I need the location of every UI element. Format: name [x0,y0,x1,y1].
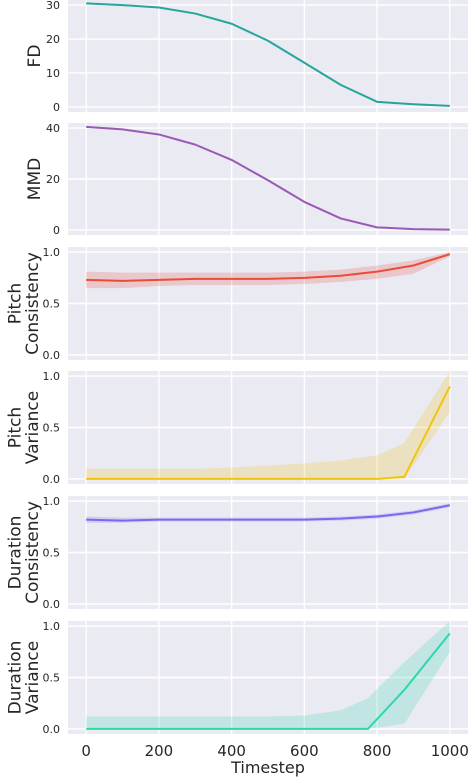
series-line [86,253,451,282]
y-axis-label: DurationVariance [5,641,43,715]
y-tick-label: 1.0 [43,620,61,633]
series-line [86,385,451,480]
y-tick-label: 0.5 [43,298,61,311]
y-axis-label-line: Consistency [23,252,43,355]
y-tick-label: 0 [53,101,60,114]
y-axis-label-line: Pitch [5,283,25,324]
y-tick-label: 0.0 [43,598,61,611]
y-axis-label: PitchVariance [5,391,43,464]
series-line [86,2,450,107]
y-tick-label: 20 [46,33,60,46]
y-tick-label: 20 [46,173,60,186]
y-tick-label: 0 [53,224,60,237]
y-tick-label: 0.0 [43,723,61,736]
y-axis-label: FD [25,45,45,68]
y-axis-label: PitchConsistency [5,252,43,355]
plot-background [68,0,468,112]
y-tick-label: 0.0 [43,349,61,362]
y-tick-label: 1.0 [43,370,61,383]
x-tick-label: 0 [81,742,91,760]
x-tick-label: 200 [145,742,174,760]
confidence-band [86,621,450,729]
x-axis-label: Timestep [230,758,305,777]
y-tick-label: 40 [46,122,60,135]
y-tick-label: 0.5 [43,672,61,685]
y-axis-label-line: Variance [23,391,43,464]
y-tick-label: 10 [46,67,60,80]
series-line [86,632,451,730]
chart-panel-2: 0 20 40 MMD [25,122,468,237]
chart-panel-1: 0 10 20 30 FD [25,0,468,114]
y-axis-label-line: Duration [5,641,25,715]
y-axis-label-line: Consistency [23,501,43,604]
y-axis-label-line: FD [25,45,45,68]
series-line [86,504,451,522]
y-tick-label: 1.0 [43,246,61,259]
x-tick-label: 1000 [431,742,469,760]
x-tick-label: 800 [363,742,392,760]
y-axis-label-line: Duration [5,516,25,590]
y-axis-label-line: MMD [25,158,45,200]
y-tick-label: 0.5 [43,422,61,435]
y-tick-label: 1.0 [43,495,61,508]
x-tick-label: 600 [290,742,319,760]
y-tick-label: 30 [46,0,60,12]
y-axis-label: MMD [25,158,45,200]
y-axis-label: DurationConsistency [5,501,43,604]
y-axis-label-line: Variance [23,641,43,714]
y-tick-label: 0.5 [43,547,61,560]
series-line [86,125,450,231]
x-tick-label: 400 [217,742,246,760]
y-tick-label: 0.0 [43,473,61,486]
y-axis-label-line: Pitch [5,407,25,448]
